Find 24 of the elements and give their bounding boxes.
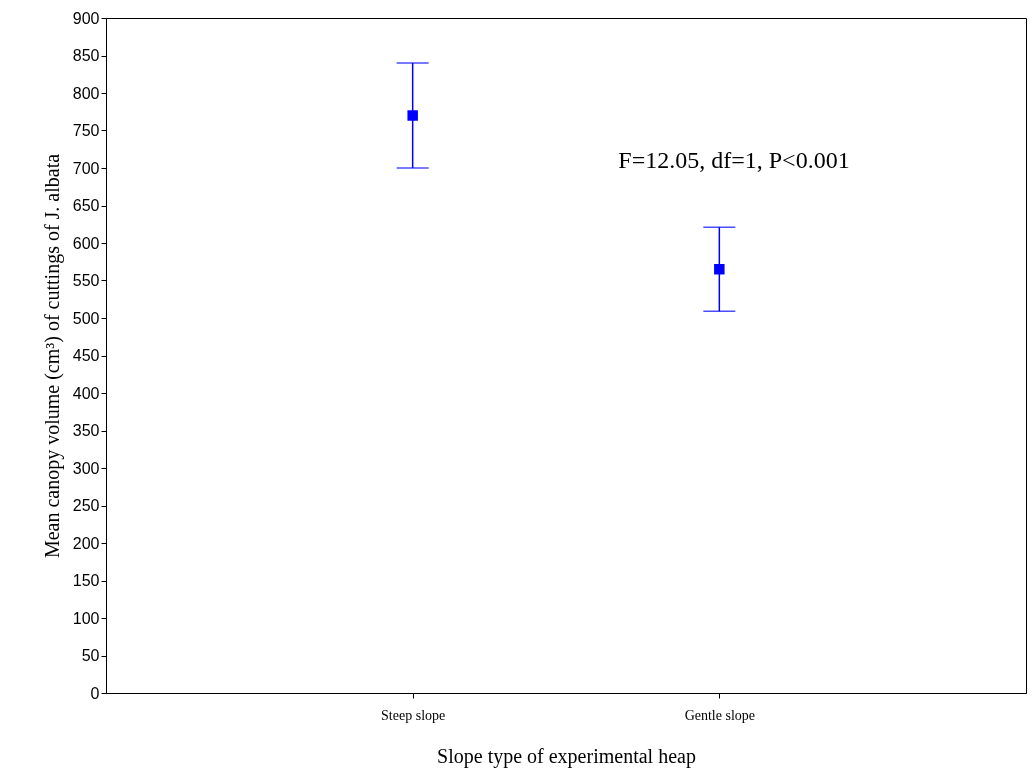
annotation: F=12.05, df=1, P<0.001 bbox=[618, 147, 850, 173]
y-tick-label: 450 bbox=[72, 347, 100, 364]
y-tick-label: 700 bbox=[72, 159, 100, 177]
y-tick-label: 150 bbox=[72, 572, 100, 589]
y-tick-label: 200 bbox=[72, 534, 100, 552]
y-tick-label: 350 bbox=[72, 422, 100, 439]
y-tick-label: 400 bbox=[72, 384, 100, 402]
x-tick-label: Steep slope bbox=[381, 707, 446, 723]
y-tick-label: 600 bbox=[72, 234, 100, 252]
x-axis-title: Slope type of experimental heap bbox=[437, 744, 696, 768]
y-tick-label: 850 bbox=[72, 47, 100, 64]
y-tick-label: 0 bbox=[90, 684, 100, 702]
y-tick-label: 900 bbox=[72, 9, 100, 27]
y-tick-label: 50 bbox=[81, 647, 100, 664]
y-axis-title: Mean canopy volume (cm³) of cuttings of J. albata bbox=[40, 153, 64, 559]
y-tick-label: 750 bbox=[72, 122, 100, 139]
x-tick-label: Gentle slope bbox=[684, 707, 756, 723]
y-tick-label: 550 bbox=[72, 272, 100, 289]
y-tick-label: 100 bbox=[72, 609, 100, 627]
y-tick-label: 500 bbox=[72, 309, 100, 327]
y-tick-label: 250 bbox=[72, 497, 100, 514]
y-tick-label: 300 bbox=[72, 459, 100, 477]
y-tick-label: 800 bbox=[72, 84, 100, 102]
y-tick-label: 650 bbox=[72, 197, 100, 214]
